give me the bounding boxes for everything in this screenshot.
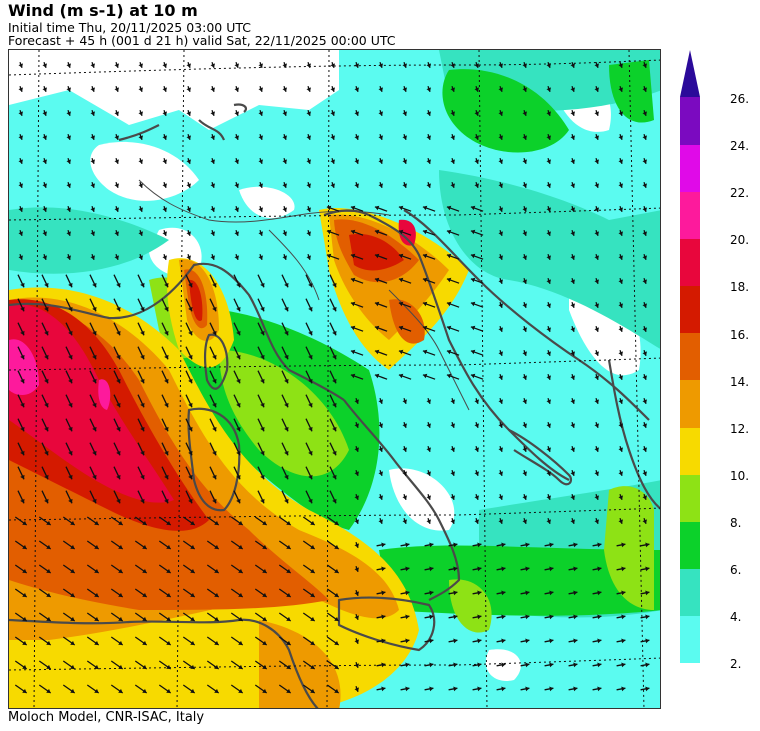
colorbar-label: 2. [730,657,742,672]
colorbar-label: 26. [730,92,750,106]
colorbar-label: 22. [730,186,750,201]
colorbar-label: 8. [730,515,742,530]
borders [138,179,470,411]
colorbar-bin-16-18 [680,285,700,334]
colorbar-bin-6-8 [680,520,700,569]
colorbar-label: 12. [730,421,750,436]
colorbar-label: 4. [730,610,742,625]
colorbar-bin-14-16 [680,332,700,381]
initial-time: Initial time Thu, 20/11/2025 03:00 UTC [8,20,251,35]
colorbar-bin-12-14 [680,379,700,428]
colorbar-bin-18-20 [680,238,700,287]
chart-title: Wind (m s-1) at 10 m [8,1,198,20]
colorbar-bin-2-4 [680,614,700,663]
wind-20-22 [9,339,111,410]
colorbar-label: 10. [730,468,750,483]
colorbar-label: 18. [730,280,750,295]
colorbar-label: 6. [730,563,742,577]
forecast-valid-time: Forecast + 45 h (001 d 21 h) valid Sat, … [8,33,396,48]
colorbar-label: 16. [730,327,750,342]
colorbar-bin-20-22 [680,191,700,240]
colorbar-bin-22-24 [680,144,700,193]
colorbar-bin-8-10 [680,473,700,522]
colorbar-bin-4-6 [680,567,700,616]
colorbar-label: 20. [730,233,750,248]
model-credit: Moloch Model, CNR-ISAC, Italy [8,710,205,725]
colorbar-bin-10-12 [680,426,700,475]
wind-arrows [14,61,650,694]
colorbar-label: 14. [730,374,750,389]
colorbar-label: 24. [730,139,750,154]
colorbar [680,50,700,663]
colorbar-bin-24-26 [680,97,700,145]
colorbar-overflow-tip [680,50,700,97]
wind-field-svg [9,50,660,708]
wind-map [8,49,661,709]
wind-18-20 [9,219,416,503]
